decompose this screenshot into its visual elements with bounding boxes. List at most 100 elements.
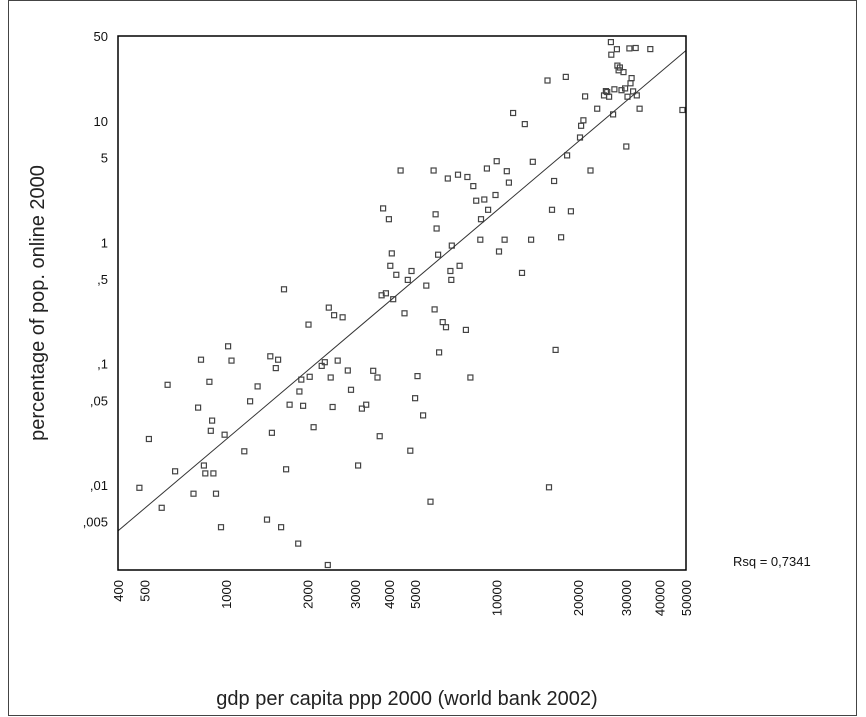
data-point <box>454 171 462 178</box>
data-point <box>607 38 615 46</box>
data-point <box>306 373 313 380</box>
data-point <box>529 158 536 165</box>
data-point <box>557 234 565 241</box>
data-point <box>548 206 556 213</box>
data-point <box>393 271 400 278</box>
data-point <box>296 388 303 395</box>
data-point <box>462 326 469 333</box>
data-point <box>442 324 450 331</box>
x-tick-label: 20000 <box>571 580 586 616</box>
data-point <box>254 383 261 390</box>
data-point <box>481 196 488 203</box>
y-tick-label: ,1 <box>97 357 108 372</box>
data-point <box>286 401 293 408</box>
data-point <box>329 403 336 411</box>
data-point <box>616 64 624 71</box>
data-point <box>401 310 408 317</box>
x-tick-label: 5000 <box>408 580 423 609</box>
data-point <box>380 205 387 212</box>
data-point <box>552 346 559 353</box>
data-point <box>136 484 143 491</box>
data-point <box>423 282 430 289</box>
data-point <box>331 312 338 319</box>
y-axis-ticks: 50 10 5 1 ,5 ,1 ,05 ,01 ,005 <box>83 29 108 530</box>
data-point <box>447 267 454 275</box>
data-point <box>433 225 440 232</box>
data-point <box>221 431 228 438</box>
data-point <box>267 353 274 360</box>
data-point <box>587 167 594 174</box>
rsq-annotation: Rsq = 0,7341 <box>733 554 811 569</box>
data-point <box>195 404 202 411</box>
y-tick-label: 5 <box>101 150 108 165</box>
data-point <box>272 365 279 372</box>
x-axis-ticks: 400 500 1000 2000 3000 4000 5000 10000 20000 3000… <box>111 580 694 616</box>
data-point <box>626 45 633 52</box>
data-point <box>212 490 220 497</box>
data-point <box>225 343 232 350</box>
data-point <box>263 516 271 523</box>
data-point <box>493 158 500 165</box>
data-point <box>624 93 631 100</box>
data-point <box>370 367 377 374</box>
plot-area-border <box>117 35 687 571</box>
data-point <box>278 524 285 531</box>
data-point <box>518 269 526 276</box>
data-point <box>275 356 282 363</box>
data-point <box>435 251 442 258</box>
data-point <box>562 73 569 81</box>
data-point <box>202 470 209 477</box>
data-point <box>355 462 362 469</box>
data-point <box>206 378 213 385</box>
data-point <box>310 424 317 431</box>
data-point <box>621 85 629 92</box>
data-point <box>397 167 404 174</box>
data-point <box>280 286 288 293</box>
data-point <box>602 87 610 95</box>
data-point <box>412 395 419 402</box>
data-point <box>477 216 485 223</box>
data-point <box>407 447 414 454</box>
data-point <box>200 462 207 469</box>
data-point <box>550 177 558 185</box>
data-point <box>172 468 179 475</box>
y-tick-label: ,05 <box>90 393 108 408</box>
data-point <box>485 206 492 213</box>
data-point <box>577 122 585 129</box>
data-point <box>623 143 630 150</box>
data-point <box>492 191 499 199</box>
data-point <box>164 381 171 388</box>
y-tick-label: ,01 <box>90 478 108 493</box>
data-point <box>388 250 395 257</box>
data-point <box>209 417 216 424</box>
data-point <box>217 524 225 531</box>
data-point <box>298 376 305 383</box>
data-point <box>300 402 307 409</box>
data-points <box>136 38 686 569</box>
data-point <box>210 470 217 477</box>
data-point <box>376 433 383 440</box>
data-point <box>580 117 587 124</box>
data-point <box>444 175 451 182</box>
x-tick-label: 400 <box>111 580 126 602</box>
data-point <box>470 183 477 190</box>
y-tick-label: 1 <box>101 235 108 250</box>
data-point <box>495 248 503 255</box>
data-point <box>158 504 165 511</box>
data-point <box>268 429 275 436</box>
data-point <box>387 262 394 269</box>
data-point <box>344 367 351 374</box>
y-axis-label: percentage of pop. online 2000 <box>27 165 49 441</box>
data-point <box>390 296 397 303</box>
y-tick-label: 10 <box>94 114 108 129</box>
data-point <box>363 401 370 408</box>
data-point <box>618 87 625 94</box>
regression-line <box>117 50 687 532</box>
data-point <box>594 105 601 112</box>
x-tick-label: 500 <box>137 580 152 602</box>
data-point <box>324 561 331 569</box>
data-point <box>358 405 365 412</box>
data-point <box>431 306 438 313</box>
data-point <box>325 304 332 311</box>
